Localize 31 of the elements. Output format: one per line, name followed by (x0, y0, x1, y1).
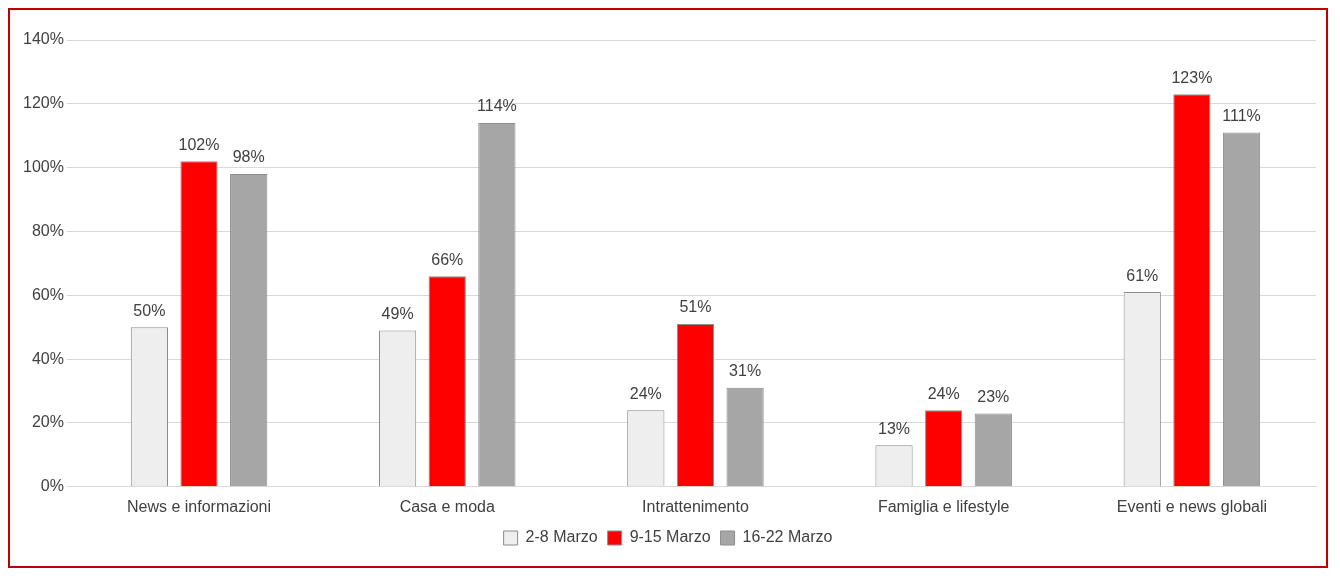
x-tick-label: Eventi e news globali (1116, 497, 1268, 515)
data-label: 98% (232, 148, 265, 166)
data-label: 13% (878, 419, 911, 437)
data-label: 66% (431, 250, 464, 268)
legend-label: 2-8 Marzo (525, 528, 598, 546)
data-label: 61% (1126, 266, 1159, 284)
y-tick-label: 80% (31, 221, 64, 239)
y-tick-label: 140% (23, 30, 64, 48)
y-tick-label: 60% (31, 285, 64, 303)
data-label: 50% (133, 301, 166, 319)
y-tick-label: 0% (40, 477, 64, 495)
data-label: 51% (679, 298, 712, 316)
x-tick-label: Famiglia e lifestyle (877, 497, 1010, 515)
data-label: 102% (178, 135, 220, 153)
y-tick-label: 120% (23, 94, 64, 112)
legend-label: 9-15 Marzo (629, 528, 711, 546)
x-tick-label: Casa e moda (399, 497, 495, 515)
data-label: 31% (729, 362, 762, 380)
y-tick-label: 100% (23, 158, 64, 176)
data-label: 24% (927, 384, 960, 402)
y-tick-label: 20% (31, 413, 64, 431)
legend-label: 16-22 Marzo (742, 528, 833, 546)
data-label: 111% (1222, 106, 1261, 124)
data-label: 23% (977, 387, 1010, 405)
x-tick-label: News e informazioni (127, 497, 272, 515)
y-tick-label: 40% (31, 349, 64, 367)
x-tick-label: Intrattenimento (642, 497, 749, 515)
data-label: 123% (1171, 68, 1213, 86)
data-label: 49% (381, 304, 414, 322)
data-label: 24% (629, 384, 662, 402)
data-label: 114% (477, 97, 517, 115)
